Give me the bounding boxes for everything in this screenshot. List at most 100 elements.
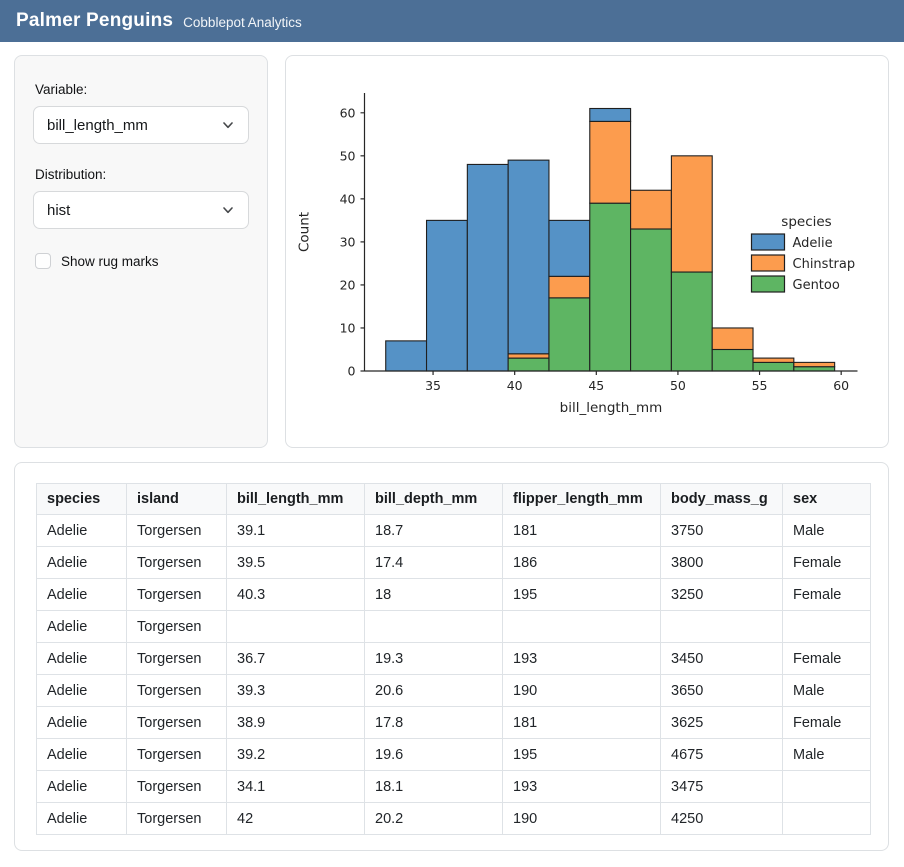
table-header: species island bill_length_mm bill_depth_mm… bbox=[36, 483, 871, 515]
table-cell: 39.5 bbox=[226, 546, 365, 579]
svg-text:20: 20 bbox=[340, 277, 356, 292]
table-cell: 19.3 bbox=[364, 642, 503, 675]
svg-text:0: 0 bbox=[348, 364, 356, 379]
table-cell: 20.2 bbox=[364, 802, 503, 835]
table-row: Adelie Torgersen bbox=[36, 610, 871, 643]
svg-text:Chinstrap: Chinstrap bbox=[793, 257, 856, 272]
variable-select-value: bill_length_mm bbox=[47, 116, 148, 134]
table-cell: Adelie bbox=[36, 514, 127, 547]
table-cell: Female bbox=[782, 706, 871, 739]
table-cell: Adelie bbox=[36, 546, 127, 579]
table-cell: 36.7 bbox=[226, 642, 365, 675]
table-cell bbox=[782, 802, 871, 835]
table-cell: 38.9 bbox=[226, 706, 365, 739]
app-subtitle: Cobblepot Analytics bbox=[183, 14, 302, 30]
svg-text:45: 45 bbox=[588, 378, 604, 393]
table-cell: 193 bbox=[502, 770, 661, 803]
svg-text:60: 60 bbox=[833, 378, 849, 393]
svg-text:bill_length_mm: bill_length_mm bbox=[560, 400, 663, 416]
app-header: Palmer Penguins Cobblepot Analytics bbox=[0, 0, 904, 42]
sidebar: Variable: bill_length_mm Distribution: h… bbox=[14, 55, 268, 448]
table-cell: Torgersen bbox=[126, 738, 227, 771]
table-cell: 42 bbox=[226, 802, 365, 835]
table-cell: Torgersen bbox=[126, 578, 227, 611]
table-cell: 4675 bbox=[660, 738, 783, 771]
rug-checkbox-row[interactable]: Show rug marks bbox=[35, 253, 249, 269]
column-header: bill_depth_mm bbox=[364, 483, 503, 515]
app-title: Palmer Penguins bbox=[16, 10, 174, 31]
svg-text:55: 55 bbox=[752, 378, 768, 393]
variable-label: Variable: bbox=[35, 82, 88, 97]
table-cell: Adelie bbox=[36, 674, 127, 707]
table-row: Adelie Torgersen 42 20.2 190 4250 bbox=[36, 802, 871, 835]
table-row: Adelie Torgersen 39.1 18.7 181 3750 Male bbox=[36, 514, 871, 547]
column-header: body_mass_g bbox=[660, 483, 783, 515]
table-cell: 4250 bbox=[660, 802, 783, 835]
table-cell: Adelie bbox=[36, 770, 127, 803]
svg-text:Gentoo: Gentoo bbox=[793, 278, 840, 293]
table-cell: 181 bbox=[502, 706, 661, 739]
table-cell: 18.1 bbox=[364, 770, 503, 803]
chevron-down-icon bbox=[223, 122, 233, 129]
rug-checkbox[interactable] bbox=[35, 253, 51, 269]
table-cell: Torgersen bbox=[126, 706, 227, 739]
table-row: Adelie Torgersen 40.3 18 195 3250 Female bbox=[36, 578, 871, 611]
table-header-row: species island bill_length_mm bill_depth_mm… bbox=[36, 483, 871, 515]
table-cell: 186 bbox=[502, 546, 661, 579]
svg-text:50: 50 bbox=[670, 378, 686, 393]
distribution-select[interactable]: hist bbox=[33, 191, 249, 229]
table-cell: 3650 bbox=[660, 674, 783, 707]
table-cell bbox=[782, 610, 871, 643]
table-cell: 18 bbox=[364, 578, 503, 611]
table-cell: 17.4 bbox=[364, 546, 503, 579]
svg-text:Count: Count bbox=[297, 212, 313, 252]
table-cell: 20.6 bbox=[364, 674, 503, 707]
table-cell: Adelie bbox=[36, 706, 127, 739]
table-cell: 18.7 bbox=[364, 514, 503, 547]
column-header: species bbox=[36, 483, 127, 515]
table-cell: Female bbox=[782, 642, 871, 675]
variable-select[interactable]: bill_length_mm bbox=[33, 106, 249, 144]
table-cell bbox=[226, 610, 365, 643]
svg-text:40: 40 bbox=[340, 191, 356, 206]
table-cell bbox=[364, 610, 503, 643]
chevron-down-icon bbox=[223, 207, 233, 214]
table-cell: 190 bbox=[502, 674, 661, 707]
table-cell: 193 bbox=[502, 642, 661, 675]
table-cell: 3450 bbox=[660, 642, 783, 675]
table-row: Adelie Torgersen 39.5 17.4 186 3800 Female bbox=[36, 546, 871, 579]
table-cell bbox=[502, 610, 661, 643]
table-cell: Torgersen bbox=[126, 546, 227, 579]
table-cell: 181 bbox=[502, 514, 661, 547]
svg-text:30: 30 bbox=[340, 234, 356, 249]
column-header: bill_length_mm bbox=[226, 483, 365, 515]
table-cell: Torgersen bbox=[126, 674, 227, 707]
table-cell: Adelie bbox=[36, 610, 127, 643]
svg-text:Adelie: Adelie bbox=[793, 236, 833, 251]
table-cell: Adelie bbox=[36, 802, 127, 835]
column-header: flipper_length_mm bbox=[502, 483, 661, 515]
table-body: Adelie Torgersen 39.1 18.7 181 3750 Male Adelie… bbox=[36, 514, 871, 835]
column-header: island bbox=[126, 483, 227, 515]
svg-text:species: species bbox=[781, 214, 831, 230]
distribution-label: Distribution: bbox=[35, 167, 107, 182]
table-cell: 190 bbox=[502, 802, 661, 835]
table-cell: 17.8 bbox=[364, 706, 503, 739]
table-cell: 3750 bbox=[660, 514, 783, 547]
table-cell: Adelie bbox=[36, 578, 127, 611]
svg-text:35: 35 bbox=[425, 378, 441, 393]
table-row: Adelie Torgersen 36.7 19.3 193 3450 Female bbox=[36, 642, 871, 675]
rug-checkbox-label: Show rug marks bbox=[61, 253, 159, 269]
table-cell: Torgersen bbox=[126, 642, 227, 675]
table-cell: 39.3 bbox=[226, 674, 365, 707]
table-cell: 39.1 bbox=[226, 514, 365, 547]
table-row: Adelie Torgersen 34.1 18.1 193 3475 bbox=[36, 770, 871, 803]
table-cell: 40.3 bbox=[226, 578, 365, 611]
table-cell bbox=[782, 770, 871, 803]
table-cell: Torgersen bbox=[126, 802, 227, 835]
table-cell: Torgersen bbox=[126, 610, 227, 643]
table-cell: 34.1 bbox=[226, 770, 365, 803]
penguins-table: species island bill_length_mm bill_depth_mm… bbox=[36, 483, 871, 835]
table-cell: 3250 bbox=[660, 578, 783, 611]
table-cell: 3800 bbox=[660, 546, 783, 579]
